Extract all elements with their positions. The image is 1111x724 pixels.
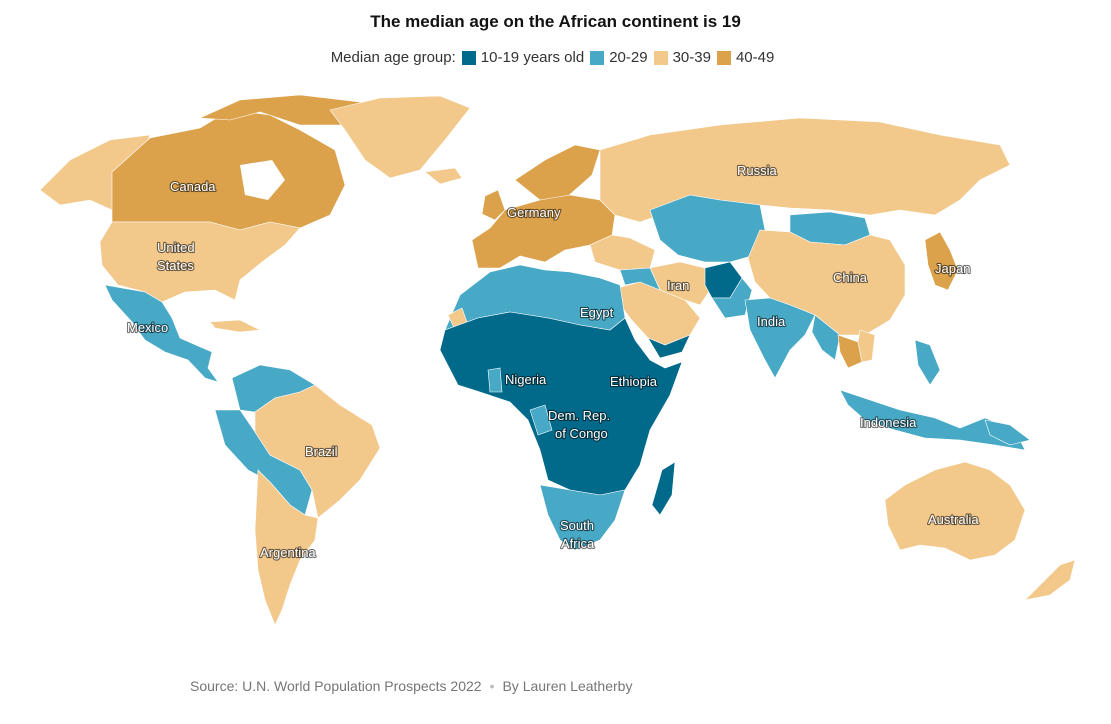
region-iceland xyxy=(424,167,463,185)
region-indonesia xyxy=(839,389,1026,451)
region-united-states xyxy=(99,221,301,303)
label-drc-1: Dem. Rep. xyxy=(548,408,610,423)
region-ghana xyxy=(487,367,503,393)
label-russia: Russia xyxy=(737,163,778,178)
label-canada: Canada xyxy=(170,179,216,194)
region-japan xyxy=(924,231,959,291)
legend-label-10-19: 10-19 years old xyxy=(480,49,585,66)
label-argentina: Argentina xyxy=(260,545,316,560)
region-australia xyxy=(884,461,1026,561)
region-philippines xyxy=(914,339,941,386)
region-myanmar xyxy=(811,314,841,361)
chart-title: The median age on the African continent … xyxy=(370,12,741,31)
label-mexico: Mexico xyxy=(127,320,168,335)
label-drc-2: of Congo xyxy=(555,426,608,441)
legend-prefix: Median age group: xyxy=(330,49,456,66)
legend-item-20-29: 20-29 xyxy=(590,49,648,66)
label-united-states-2: States xyxy=(157,258,194,273)
label-south-africa-2: Africa xyxy=(561,536,595,551)
byline: By Lauren Leatherby xyxy=(502,678,633,694)
region-eastern-europe xyxy=(589,234,656,271)
label-japan: Japan xyxy=(935,261,970,276)
label-indonesia: Indonesia xyxy=(860,415,917,430)
label-nigeria: Nigeria xyxy=(505,372,547,387)
source-note: Source: U.N. World Population Prospects … xyxy=(190,678,482,694)
label-ethiopia: Ethiopia xyxy=(610,374,658,389)
region-brazil xyxy=(254,384,381,519)
region-new-zealand xyxy=(1024,559,1076,601)
legend-swatch-20-29 xyxy=(590,50,605,65)
label-india: India xyxy=(757,314,786,329)
legend-label-40-49: 40-49 xyxy=(735,49,775,66)
region-pakistan xyxy=(711,277,753,319)
region-china xyxy=(747,229,906,336)
region-india xyxy=(744,297,816,379)
legend-item-10-19: 10-19 years old xyxy=(461,49,585,66)
label-australia: Australia xyxy=(928,512,979,527)
world-map: Canada United States Mexico Brazil Argen… xyxy=(39,94,1076,626)
region-thailand xyxy=(837,334,863,369)
region-madagascar xyxy=(651,461,676,516)
region-central-asia xyxy=(649,194,766,263)
footer: Source: U.N. World Population Prospects … xyxy=(190,678,632,694)
label-egypt: Egypt xyxy=(580,305,614,320)
region-southern-africa xyxy=(539,484,626,551)
legend-label-20-29: 20-29 xyxy=(609,49,648,66)
label-china: China xyxy=(833,270,868,285)
region-argentina-chile xyxy=(254,469,319,626)
label-united-states-1: United xyxy=(157,240,195,255)
region-hudson-bay xyxy=(240,160,285,200)
region-yemen xyxy=(647,334,691,359)
legend-swatch-30-39 xyxy=(653,50,668,65)
region-sub-saharan-africa xyxy=(439,311,683,496)
label-brazil: Brazil xyxy=(305,444,338,459)
region-iran xyxy=(649,261,711,306)
legend: Median age group: 10-19 years old 20-29 … xyxy=(0,49,1111,66)
legend-swatch-40-49 xyxy=(716,50,731,65)
region-peru-bolivia xyxy=(214,409,313,516)
label-iran: Iran xyxy=(667,278,689,293)
region-scandinavia xyxy=(514,144,601,206)
region-gabon xyxy=(529,404,553,436)
label-south-africa-1: South xyxy=(560,518,594,533)
legend-item-40-49: 40-49 xyxy=(716,49,775,66)
region-greenland xyxy=(329,95,471,179)
region-papua xyxy=(984,419,1031,446)
region-cuba xyxy=(209,319,262,333)
legend-item-30-39: 30-39 xyxy=(653,49,711,66)
region-mexico xyxy=(104,284,219,383)
label-germany: Germany xyxy=(507,205,561,220)
region-canada xyxy=(111,109,346,231)
legend-label-30-39: 30-39 xyxy=(672,49,711,66)
region-vietnam xyxy=(857,329,876,363)
region-levant xyxy=(619,267,661,291)
region-uk xyxy=(481,189,506,221)
legend-swatch-10-19 xyxy=(461,50,476,65)
footer-separator: • xyxy=(489,678,495,694)
